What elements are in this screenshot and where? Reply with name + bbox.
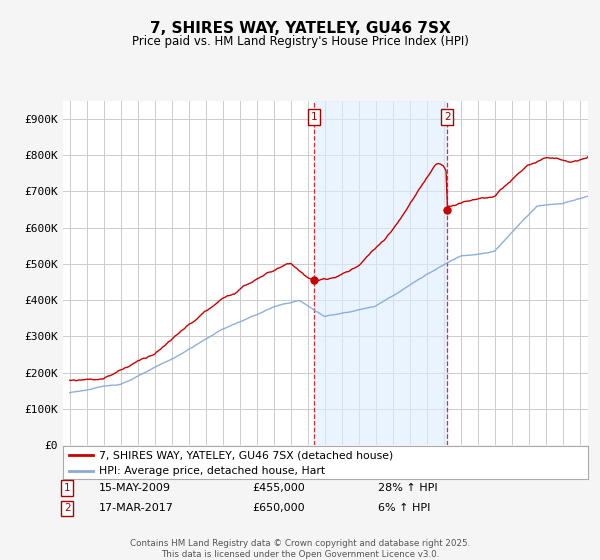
Text: 6% ↑ HPI: 6% ↑ HPI	[378, 503, 430, 514]
Text: 2: 2	[444, 112, 451, 122]
Text: This data is licensed under the Open Government Licence v3.0.: This data is licensed under the Open Gov…	[161, 550, 439, 559]
Text: 7, SHIRES WAY, YATELEY, GU46 7SX (detached house): 7, SHIRES WAY, YATELEY, GU46 7SX (detach…	[98, 450, 393, 460]
Text: HPI: Average price, detached house, Hart: HPI: Average price, detached house, Hart	[98, 466, 325, 475]
Text: 1: 1	[311, 112, 317, 122]
Text: 7, SHIRES WAY, YATELEY, GU46 7SX: 7, SHIRES WAY, YATELEY, GU46 7SX	[149, 21, 451, 36]
Text: 1: 1	[64, 483, 71, 493]
Text: 28% ↑ HPI: 28% ↑ HPI	[378, 483, 437, 493]
Bar	[314, 101, 447, 445]
Text: 2: 2	[64, 503, 71, 514]
Text: £650,000: £650,000	[252, 503, 305, 514]
Text: Price paid vs. HM Land Registry's House Price Index (HPI): Price paid vs. HM Land Registry's House …	[131, 35, 469, 48]
Text: 15-MAY-2009: 15-MAY-2009	[99, 483, 171, 493]
Text: £455,000: £455,000	[252, 483, 305, 493]
Text: 17-MAR-2017: 17-MAR-2017	[99, 503, 174, 514]
Text: Contains HM Land Registry data © Crown copyright and database right 2025.: Contains HM Land Registry data © Crown c…	[130, 539, 470, 548]
